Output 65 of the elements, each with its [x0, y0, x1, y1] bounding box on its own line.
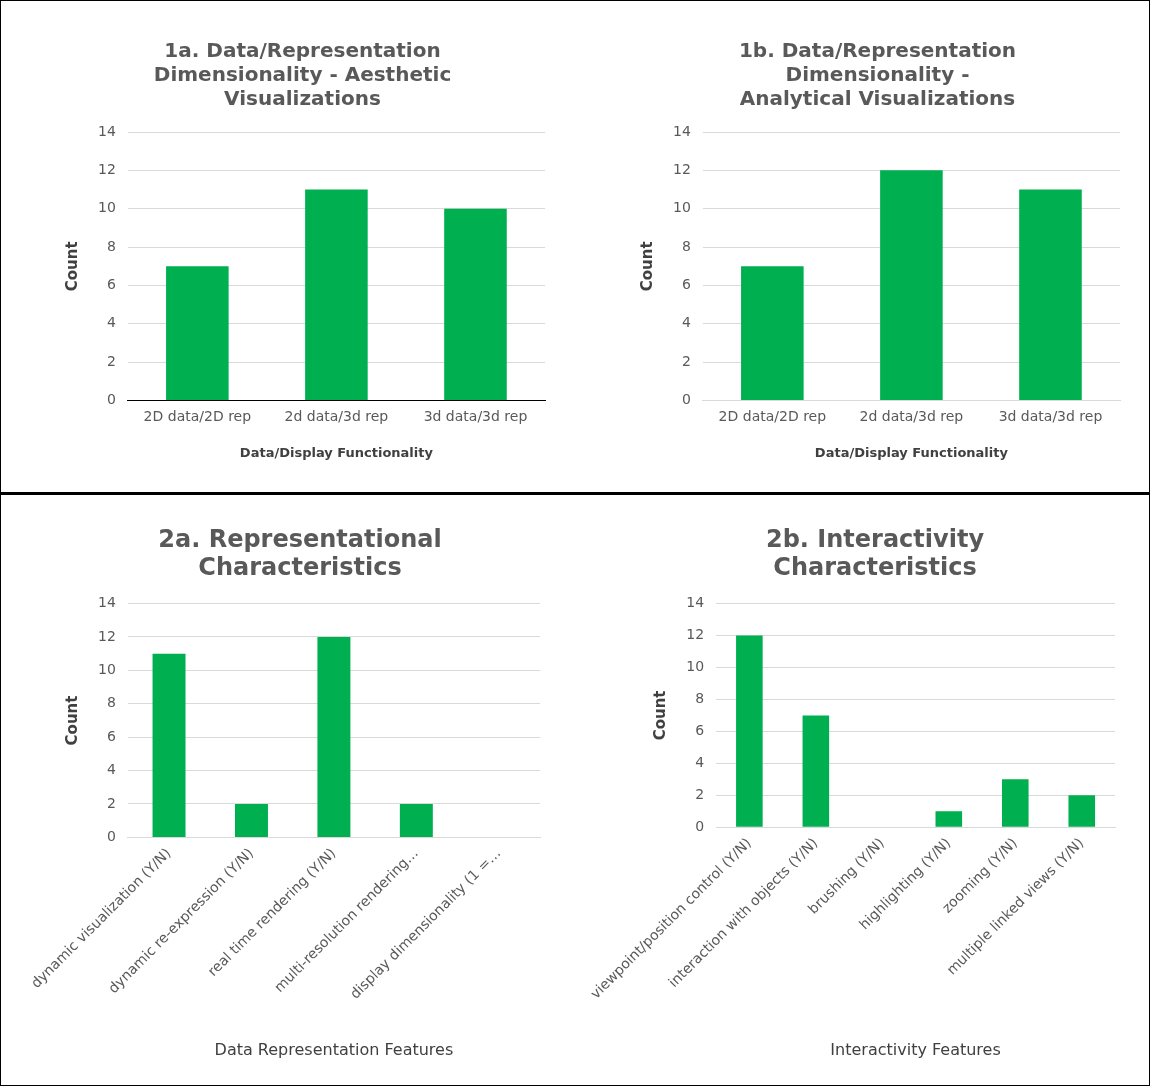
y-tick-label: 8 — [681, 237, 691, 254]
y-tick-label: 8 — [695, 690, 705, 707]
y-tick-label: 4 — [106, 761, 116, 778]
y-tick-label: 12 — [97, 627, 116, 644]
x-tick-label: 2d data/3d rep — [859, 407, 964, 424]
bar — [880, 170, 943, 401]
chart-title: 1a. Data/Representation Dimensionality - Aesthetic Visualizations — [153, 38, 452, 111]
bar — [736, 635, 763, 827]
bar — [317, 637, 351, 837]
x-axis-title: Data/Display Functionality — [239, 444, 434, 460]
y-tick-label: 0 — [106, 828, 116, 845]
y-tick-label: 14 — [686, 594, 705, 611]
y-axis-title: Count — [637, 241, 656, 292]
chart-title: 2b. Interactivity Characteristics — [765, 524, 985, 582]
x-tick-label: 2d data/3d rep — [284, 407, 389, 424]
bar — [935, 811, 963, 827]
y-tick-label: 2 — [106, 352, 116, 369]
y-tick-label: 8 — [106, 694, 116, 711]
y-axis-title: Count — [62, 695, 81, 746]
x-axis-title: Interactivity Features — [830, 1039, 1001, 1059]
y-tick-label: 0 — [681, 391, 691, 408]
y-tick-label: 4 — [681, 314, 691, 331]
x-axis-title: Data/Display Functionality — [814, 444, 1009, 460]
y-tick-label: 6 — [106, 727, 116, 744]
y-tick-label: 0 — [106, 391, 116, 408]
x-tick-label: 3d data/3d rep — [423, 407, 528, 424]
y-tick-label: 12 — [686, 626, 705, 643]
y-tick-label: 6 — [106, 276, 116, 293]
bar — [399, 803, 433, 837]
x-tick-label: 3d data/3d rep — [998, 407, 1103, 424]
bar — [444, 208, 507, 401]
y-tick-label: 2 — [106, 794, 116, 811]
chart-title: 2a. Representational Characteristics — [158, 524, 442, 582]
bar — [234, 803, 268, 837]
y-tick-label: 10 — [97, 199, 116, 216]
y-tick-label: 0 — [695, 817, 705, 834]
bar — [1001, 779, 1029, 827]
y-axis-title: Count — [651, 690, 670, 741]
x-tick-label: 2D data/2D rep — [718, 407, 827, 424]
y-tick-label: 10 — [672, 199, 691, 216]
y-tick-label: 4 — [695, 753, 705, 770]
y-tick-label: 10 — [686, 658, 705, 675]
y-tick-label: 14 — [672, 122, 691, 139]
y-tick-label: 6 — [695, 722, 705, 739]
y-tick-label: 12 — [97, 161, 116, 178]
y-tick-label: 8 — [106, 237, 116, 254]
x-tick-label: 2D data/2D rep — [143, 407, 252, 424]
bar — [1068, 795, 1096, 827]
y-tick-label: 10 — [97, 661, 116, 678]
bar — [802, 715, 830, 827]
y-tick-label: 14 — [97, 122, 116, 139]
bar — [1019, 189, 1082, 401]
y-tick-label: 12 — [672, 161, 691, 178]
x-axis-title: Data Representation Features — [214, 1039, 454, 1059]
bar — [152, 653, 186, 837]
bar — [305, 189, 368, 401]
y-tick-label: 6 — [681, 276, 691, 293]
y-tick-label: 2 — [681, 352, 691, 369]
y-tick-label: 2 — [695, 785, 705, 802]
bar — [166, 266, 229, 401]
chart-title: 1b. Data/Representation Dimensionality - Analytical Visualizations — [738, 38, 1017, 111]
bar — [741, 266, 804, 401]
y-axis-title: Count — [62, 241, 81, 292]
y-tick-label: 4 — [106, 314, 116, 331]
y-tick-label: 14 — [97, 594, 116, 611]
